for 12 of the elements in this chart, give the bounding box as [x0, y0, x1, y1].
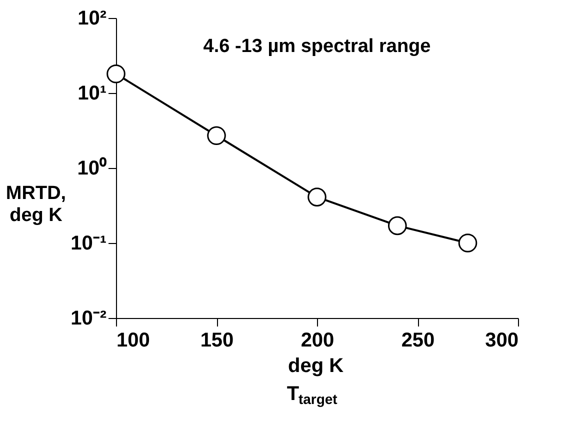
y-tick-label: 10² [78, 8, 107, 30]
x-tick-label: 200 [300, 330, 334, 352]
x-tick-label: 150 [200, 330, 234, 352]
x-tick-label: 100 [116, 330, 150, 352]
x-tick-label: 250 [401, 330, 435, 352]
y-tick-label: 10⁻² [70, 308, 107, 330]
y-tick-label: 10⁰ [77, 156, 106, 180]
y-tick-label: 10¹ [78, 82, 107, 104]
annotation: 4.6 -13 µm spectral range [203, 36, 431, 57]
y-axis-title: MRTD, deg K [6, 183, 66, 226]
y-tick-label: 10⁻¹ [70, 232, 107, 254]
x-tick-label: 300 [485, 330, 518, 352]
